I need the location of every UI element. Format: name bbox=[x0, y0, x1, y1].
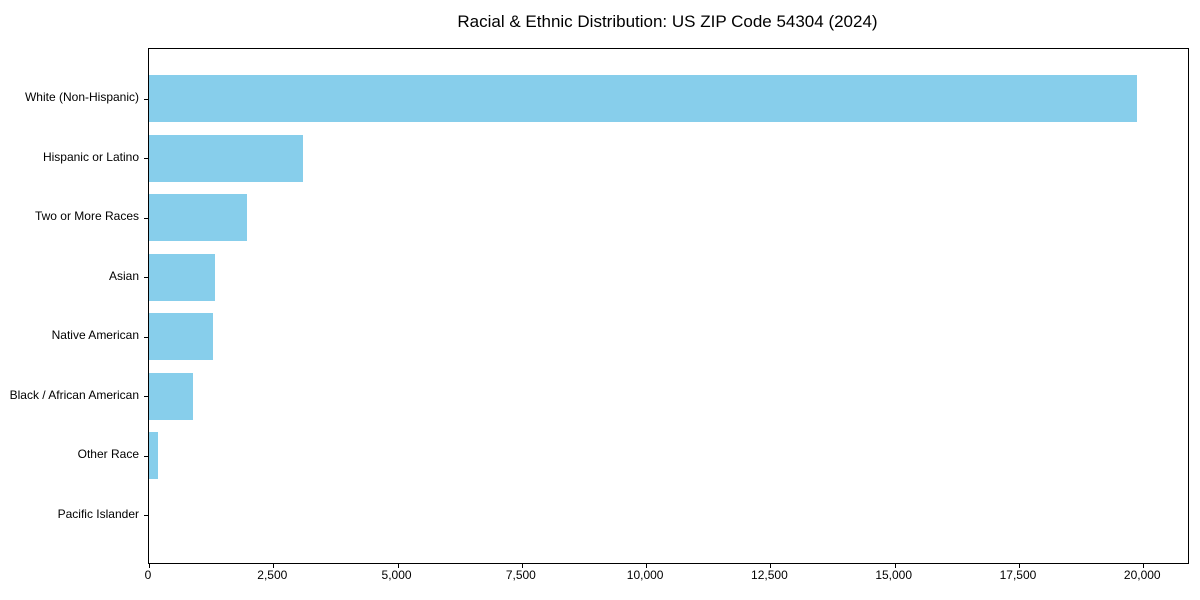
y-axis-tick bbox=[144, 455, 148, 457]
bar bbox=[149, 253, 216, 301]
y-axis-labels: White (Non-Hispanic) Hispanic or Latino Tw… bbox=[0, 48, 139, 562]
x-axis-tick bbox=[273, 564, 275, 568]
y-axis-label: Pacific Islander bbox=[57, 506, 139, 521]
y-axis-label: White (Non-Hispanic) bbox=[24, 90, 139, 104]
x-axis-tick bbox=[770, 564, 772, 568]
x-axis-tick-label: 12,500 bbox=[751, 568, 788, 582]
x-axis-tick bbox=[1018, 564, 1020, 568]
x-axis-tick-label: 15,000 bbox=[875, 568, 913, 582]
bar bbox=[149, 432, 158, 480]
x-axis-tick bbox=[397, 564, 399, 568]
chart-title: Racial & Ethnic Distribution: US ZIP Cod… bbox=[457, 12, 878, 31]
x-axis-tick-label: 17,500 bbox=[999, 568, 1037, 582]
bar bbox=[149, 134, 304, 182]
x-axis-tick-label: 2,500 bbox=[257, 568, 288, 582]
y-axis-tick bbox=[144, 515, 148, 517]
x-axis-tick-label: 5,000 bbox=[381, 568, 412, 582]
y-axis-tick bbox=[144, 158, 148, 160]
x-axis-labels: 0 2,500 5,000 7,500 10,000 12,500 15,000 17,500… bbox=[145, 568, 1187, 588]
x-axis-tick bbox=[149, 564, 150, 568]
bar bbox=[149, 75, 1138, 122]
x-axis-tick-label: 10,000 bbox=[626, 568, 664, 582]
x-axis-tick bbox=[646, 564, 648, 568]
y-axis-label: Other Race bbox=[77, 447, 139, 462]
y-axis-label: Native American bbox=[51, 328, 139, 343]
y-axis-tick bbox=[144, 336, 148, 338]
bar bbox=[149, 194, 247, 242]
x-axis-tick bbox=[894, 564, 896, 568]
y-axis-label: Hispanic or Latino bbox=[42, 149, 139, 164]
y-axis-tick bbox=[144, 98, 148, 100]
x-axis-tick-label: 0 bbox=[144, 568, 152, 582]
x-axis-tick bbox=[521, 564, 523, 568]
bar bbox=[149, 313, 213, 361]
y-axis-tick bbox=[144, 277, 148, 279]
x-axis-tick bbox=[1143, 564, 1145, 568]
bar bbox=[149, 372, 193, 420]
y-axis-tick bbox=[144, 396, 148, 398]
plot-area bbox=[144, 48, 1189, 568]
x-axis-tick-label: 7,500 bbox=[505, 568, 536, 582]
x-axis-tick-label: 20,000 bbox=[1123, 568, 1161, 582]
y-axis-label: Black / African American bbox=[9, 387, 139, 402]
y-axis-label: Two or More Races bbox=[34, 209, 139, 224]
y-axis-label: Asian bbox=[108, 268, 139, 283]
y-axis-tick bbox=[144, 217, 148, 219]
